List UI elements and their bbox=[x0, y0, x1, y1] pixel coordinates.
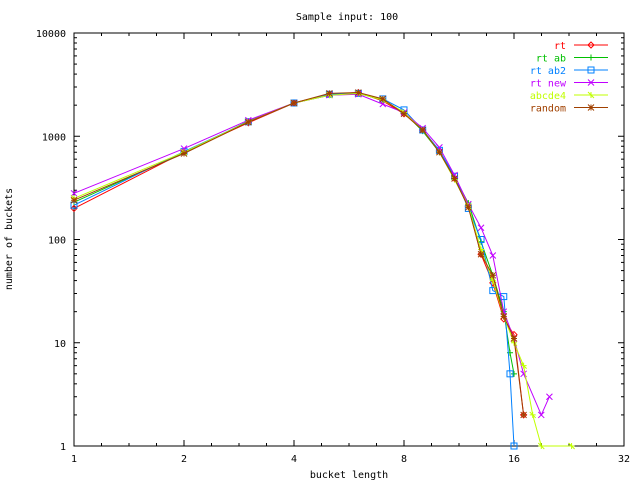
data-point-plus bbox=[588, 54, 594, 61]
legend-entry-rt-ab2: rt ab2 bbox=[530, 66, 608, 77]
x-tick-label: 16 bbox=[508, 454, 520, 465]
data-point-square bbox=[510, 442, 518, 450]
data-point-asterisk bbox=[500, 313, 508, 320]
x-tick-label: 32 bbox=[618, 454, 630, 465]
data-series bbox=[70, 88, 575, 450]
legend-entry-random: random bbox=[530, 104, 608, 115]
y-tick-label: 1000 bbox=[42, 132, 66, 143]
x-tick-label: 4 bbox=[291, 454, 297, 465]
chart-title: Sample input: 100 bbox=[296, 12, 398, 23]
legend-label: random bbox=[530, 104, 566, 115]
legend-label: rt bbox=[554, 41, 566, 52]
data-point-asterisk bbox=[489, 271, 497, 279]
x-tick-label: 1 bbox=[71, 454, 77, 465]
data-point-asterisk bbox=[244, 118, 252, 126]
data-point-asterisk bbox=[464, 203, 472, 211]
data-point-asterisk bbox=[290, 99, 298, 107]
data-point-asterisk bbox=[379, 95, 387, 103]
data-point-diamond bbox=[587, 41, 595, 49]
y-tick-label: 100 bbox=[48, 236, 66, 247]
data-point-x bbox=[489, 252, 497, 259]
data-point-asterisk bbox=[400, 110, 408, 118]
data-point-asterisk bbox=[70, 196, 78, 204]
data-point-asterisk bbox=[326, 90, 333, 97]
data-point-square bbox=[506, 370, 514, 378]
data-point-star bbox=[587, 91, 595, 99]
data-point-asterisk bbox=[180, 150, 188, 157]
data-point-square bbox=[587, 66, 595, 74]
legend-label: abcde4 bbox=[530, 91, 566, 102]
data-point-asterisk bbox=[587, 104, 595, 111]
data-point-star bbox=[568, 442, 575, 450]
legend-entry-abcde4: abcde4 bbox=[530, 91, 608, 102]
data-point-star bbox=[520, 362, 527, 370]
x-tick-label: 8 bbox=[401, 454, 407, 465]
data-point-x bbox=[537, 411, 545, 419]
data-point-asterisk bbox=[477, 250, 485, 258]
data-point-asterisk bbox=[451, 175, 458, 182]
data-point-plus bbox=[511, 370, 517, 377]
data-point-asterisk bbox=[520, 411, 527, 419]
series-random bbox=[70, 89, 527, 419]
data-point-x bbox=[546, 393, 553, 401]
data-point-x bbox=[477, 224, 485, 232]
data-point-star bbox=[537, 442, 545, 450]
data-point-x bbox=[587, 79, 595, 86]
x-tick-label: 2 bbox=[181, 454, 187, 465]
legend-label: rt ab bbox=[536, 54, 566, 65]
legend-entry-rt: rt bbox=[554, 41, 608, 52]
data-point-asterisk bbox=[354, 89, 362, 96]
data-point-asterisk bbox=[510, 335, 518, 342]
legend-label: rt new bbox=[530, 79, 567, 90]
legend-entry-rt-new: rt new bbox=[530, 79, 608, 90]
legend-label: rt ab2 bbox=[530, 66, 566, 77]
data-point-star bbox=[529, 411, 537, 419]
y-axis-title: number of buckets bbox=[4, 188, 15, 290]
y-tick-label: 10000 bbox=[36, 29, 66, 40]
legend-entry-rt-ab: rt ab bbox=[536, 54, 608, 65]
data-point-asterisk bbox=[436, 148, 443, 156]
y-tick-label: 10 bbox=[54, 339, 66, 350]
y-tick-label: 1 bbox=[60, 442, 66, 453]
x-axis-title: bucket length bbox=[310, 470, 388, 480]
data-point-asterisk bbox=[419, 126, 427, 134]
data-point-diamond bbox=[70, 204, 78, 213]
axis-ticks: 1 2 4 8 16 32 1 10 100 1000 10000 bbox=[36, 29, 630, 465]
data-point-x bbox=[70, 189, 78, 197]
